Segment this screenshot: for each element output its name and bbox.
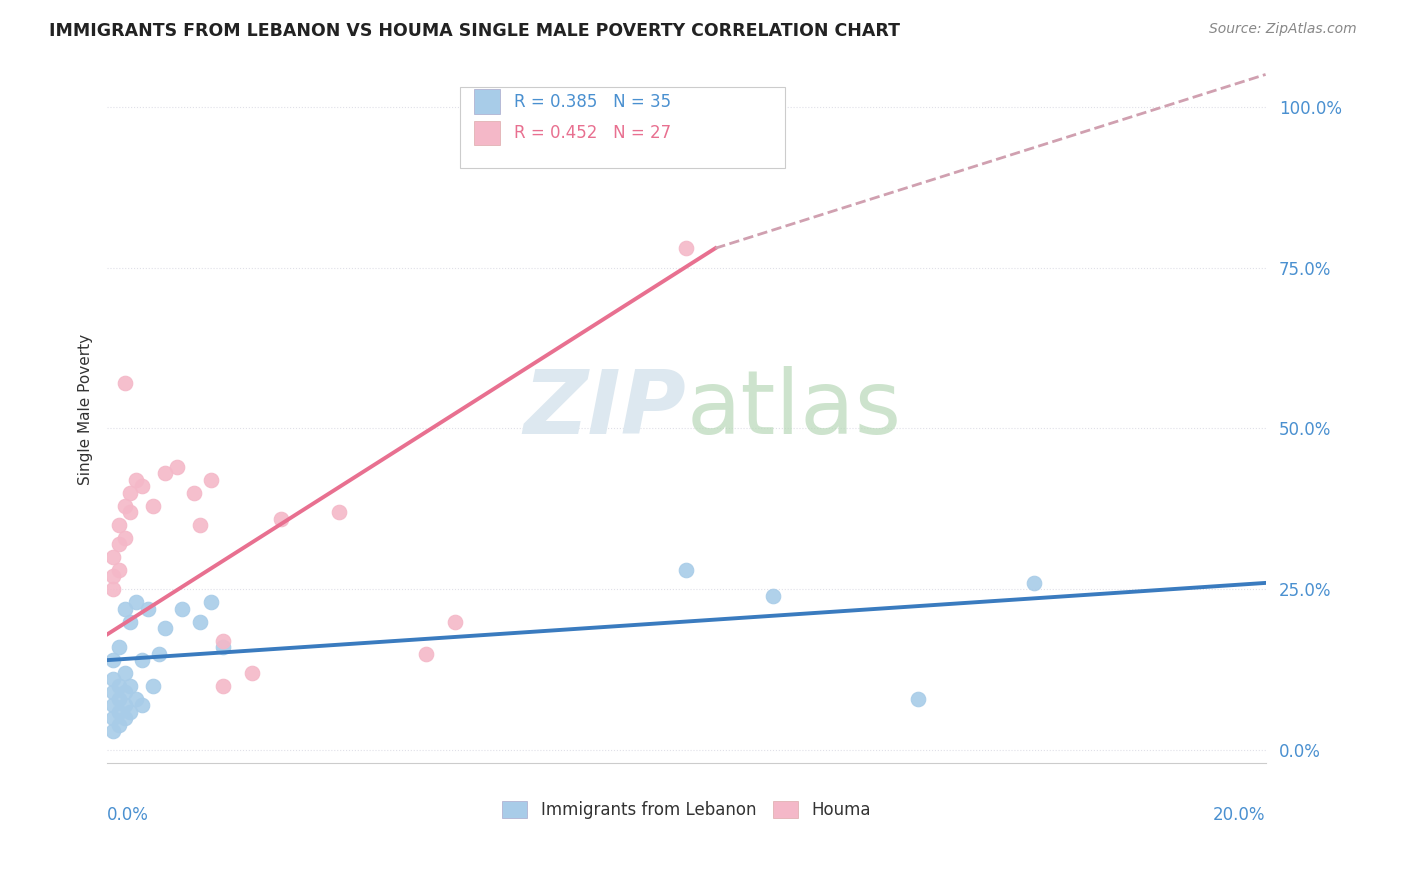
Point <box>101 698 124 713</box>
Point <box>212 633 235 648</box>
Point <box>114 698 136 713</box>
Point <box>101 723 124 738</box>
Point <box>125 595 148 609</box>
Point <box>101 673 124 687</box>
Point <box>107 705 129 719</box>
Bar <box>474 89 501 114</box>
Point <box>120 705 142 719</box>
Point <box>101 550 124 565</box>
Point <box>107 640 129 655</box>
Point <box>107 518 129 533</box>
Point <box>114 531 136 545</box>
Point <box>136 601 159 615</box>
Point <box>240 666 263 681</box>
Y-axis label: Single Male Poverty: Single Male Poverty <box>79 334 93 484</box>
Text: 20.0%: 20.0% <box>1213 805 1265 823</box>
Point <box>107 717 129 731</box>
Point <box>107 537 129 551</box>
Point <box>114 376 136 391</box>
Text: ZIP: ZIP <box>523 366 686 452</box>
Point <box>131 698 153 713</box>
Point <box>114 499 136 513</box>
Legend: Immigrants from Lebanon, Houma: Immigrants from Lebanon, Houma <box>495 794 877 826</box>
Point <box>120 505 142 519</box>
Point <box>907 691 929 706</box>
Point <box>153 467 176 481</box>
Point <box>114 711 136 725</box>
Point <box>107 563 129 577</box>
FancyBboxPatch shape <box>461 87 785 169</box>
Point <box>762 589 785 603</box>
Point <box>120 679 142 693</box>
Text: atlas: atlas <box>686 366 901 452</box>
Point <box>101 685 124 699</box>
Point <box>675 241 697 255</box>
Point <box>200 473 222 487</box>
Point <box>131 479 153 493</box>
Point <box>166 460 188 475</box>
Point <box>101 711 124 725</box>
Point <box>125 473 148 487</box>
Point <box>675 563 697 577</box>
Point <box>328 505 350 519</box>
Point <box>212 679 235 693</box>
Point <box>120 485 142 500</box>
Point <box>188 518 211 533</box>
Point <box>101 569 124 583</box>
Text: Source: ZipAtlas.com: Source: ZipAtlas.com <box>1209 22 1357 37</box>
Point <box>200 595 222 609</box>
Point <box>120 615 142 629</box>
Point <box>183 485 205 500</box>
Point <box>148 647 170 661</box>
Text: 0.0%: 0.0% <box>107 805 149 823</box>
Point <box>172 601 194 615</box>
Point <box>114 685 136 699</box>
Point <box>107 691 129 706</box>
Point <box>142 679 165 693</box>
Point <box>188 615 211 629</box>
Point <box>153 621 176 635</box>
Point <box>107 679 129 693</box>
Point <box>101 582 124 597</box>
Point <box>415 647 437 661</box>
Point <box>1022 575 1045 590</box>
Point <box>212 640 235 655</box>
Point <box>443 615 465 629</box>
Point <box>131 653 153 667</box>
Text: IMMIGRANTS FROM LEBANON VS HOUMA SINGLE MALE POVERTY CORRELATION CHART: IMMIGRANTS FROM LEBANON VS HOUMA SINGLE … <box>49 22 900 40</box>
Text: R = 0.385   N = 35: R = 0.385 N = 35 <box>513 93 671 111</box>
Point <box>270 511 292 525</box>
Point <box>142 499 165 513</box>
Bar <box>474 120 501 145</box>
Point <box>114 666 136 681</box>
Point <box>125 691 148 706</box>
Point <box>114 601 136 615</box>
Point <box>101 653 124 667</box>
Text: R = 0.452   N = 27: R = 0.452 N = 27 <box>513 124 671 142</box>
